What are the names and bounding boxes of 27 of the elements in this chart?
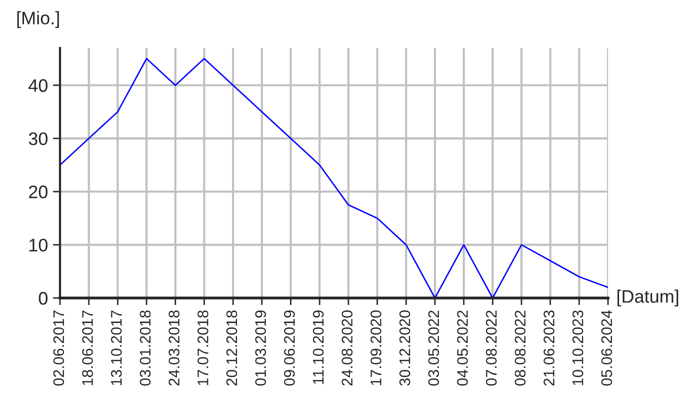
x-tick-label: 17.07.2018 (197, 310, 208, 386)
x-tick-label: 17.09.2020 (370, 310, 382, 386)
x-tick-label: 03.05.2022 (428, 310, 440, 386)
x-tick-label: 10.10.2023 (572, 310, 584, 386)
x-tick-label: 11.10.2019 (312, 310, 324, 384)
x-tick-label: 08.08.2022 (514, 310, 526, 386)
y-tick-label: 30 (28, 132, 48, 146)
x-tick-label: 03.01.2018 (140, 310, 151, 386)
x-tick-label: 05.06.2024 (601, 310, 612, 386)
x-tick-label: 24.08.2020 (342, 310, 353, 386)
x-tick-label: 21.06.2023 (544, 310, 554, 386)
x-tick-label: 07.08.2022 (486, 310, 497, 386)
x-axis-title: [Datum] (618, 290, 678, 306)
x-tick-label: 09.06.2019 (284, 310, 295, 386)
x-tick-label: 13.10.2017 (110, 310, 122, 386)
x-tick-label: 18.06.2017 (82, 310, 93, 386)
y-tick-label: 20 (29, 186, 48, 198)
x-tick-label: 20.12.2018 (226, 310, 238, 386)
x-tick-label: 01.03.2019 (255, 310, 266, 386)
y-tick-label: 10 (29, 238, 48, 252)
y-tick-label: 40 (28, 79, 48, 92)
x-tick-label: 02.06.2017 (53, 310, 64, 386)
y-tick-label: 0 (38, 292, 48, 305)
x-tick-label: 30.12.2020 (399, 310, 410, 386)
x-tick-label: 24.03.2018 (168, 310, 180, 386)
y-axis-title: [Mio.] (17, 11, 59, 28)
x-tick-label: 04.05.2022 (457, 310, 468, 386)
